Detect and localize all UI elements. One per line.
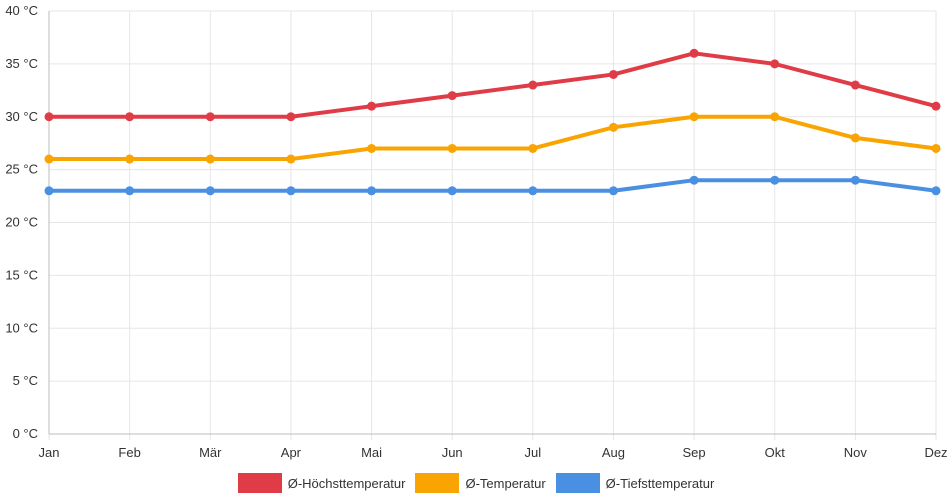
y-tick-label: 0 °C bbox=[13, 426, 38, 441]
data-point bbox=[528, 143, 538, 153]
x-tick-label: Apr bbox=[281, 445, 302, 460]
data-point bbox=[367, 101, 377, 111]
data-point bbox=[608, 186, 618, 196]
x-tick-label: Feb bbox=[118, 445, 140, 460]
legend-label-max-temp: Ø-Höchsttemperatur bbox=[287, 475, 406, 491]
legend-item-min-temp[interactable]: Ø-Tiefsttemperatur bbox=[555, 473, 715, 493]
data-point bbox=[447, 186, 457, 196]
data-point bbox=[850, 80, 860, 90]
y-tick-label: 30 °C bbox=[5, 109, 38, 124]
legend: Ø-Höchsttemperatur Ø-Temperatur Ø-Tiefst… bbox=[0, 472, 952, 494]
series-layer bbox=[44, 48, 941, 196]
x-tick-label: Mär bbox=[199, 445, 222, 460]
data-point bbox=[367, 143, 377, 153]
legend-item-avg-temp[interactable]: Ø-Temperatur bbox=[415, 473, 546, 493]
series-line bbox=[47, 178, 938, 193]
data-point bbox=[447, 91, 457, 101]
legend-swatch-min-temp bbox=[555, 473, 600, 493]
y-tick-label: 10 °C bbox=[5, 320, 38, 335]
x-tick-label: Jun bbox=[442, 445, 463, 460]
grid bbox=[48, 10, 937, 440]
axes: 0 °C 5 °C 10 °C 15 °C 20 °C 25 °C 30 °C 35 °C 40… bbox=[5, 3, 947, 460]
data-point bbox=[367, 186, 377, 196]
data-point bbox=[125, 154, 135, 164]
y-tick-label: 20 °C bbox=[5, 215, 38, 230]
data-point bbox=[447, 143, 457, 153]
data-point bbox=[850, 133, 860, 143]
data-point bbox=[931, 143, 941, 153]
legend-label-avg-temp: Ø-Temperatur bbox=[465, 475, 546, 491]
data-point bbox=[286, 186, 296, 196]
legend-swatch-max-temp bbox=[237, 473, 282, 493]
data-point bbox=[205, 112, 215, 122]
y-tick-label: 40 °C bbox=[5, 3, 38, 18]
data-point bbox=[286, 154, 296, 164]
data-point bbox=[770, 175, 780, 185]
y-tick-label: 25 °C bbox=[5, 162, 38, 177]
data-point bbox=[205, 186, 215, 196]
data-point bbox=[608, 122, 618, 132]
data-point bbox=[689, 48, 699, 58]
data-point bbox=[689, 112, 699, 122]
legend-label-min-temp: Ø-Tiefsttemperatur bbox=[605, 475, 715, 491]
series-line bbox=[47, 51, 938, 119]
data-point bbox=[850, 175, 860, 185]
data-point bbox=[44, 112, 54, 122]
x-tick-label: Dez bbox=[924, 445, 947, 460]
legend-swatch-avg-temp bbox=[415, 473, 460, 493]
data-point bbox=[528, 186, 538, 196]
y-tick-label: 15 °C bbox=[5, 267, 38, 282]
data-point bbox=[44, 186, 54, 196]
x-tick-label: Mai bbox=[361, 445, 382, 460]
data-point bbox=[44, 154, 54, 164]
x-tick-label: Jan bbox=[39, 445, 60, 460]
data-point bbox=[931, 101, 941, 111]
data-point bbox=[286, 112, 296, 122]
data-point bbox=[770, 59, 780, 69]
data-point bbox=[770, 112, 780, 122]
x-tick-label: Sep bbox=[683, 445, 706, 460]
x-tick-label: Nov bbox=[844, 445, 868, 460]
x-tick-label: Aug bbox=[602, 445, 625, 460]
y-tick-label: 35 °C bbox=[5, 56, 38, 71]
data-point bbox=[689, 175, 699, 185]
x-tick-label: Jul bbox=[525, 445, 542, 460]
data-point bbox=[125, 112, 135, 122]
data-point bbox=[931, 186, 941, 196]
series-line bbox=[47, 114, 938, 162]
legend-item-max-temp[interactable]: Ø-Höchsttemperatur bbox=[237, 473, 406, 493]
data-point bbox=[528, 80, 538, 90]
x-tick-label: Okt bbox=[765, 445, 786, 460]
data-point bbox=[608, 69, 618, 79]
data-point bbox=[125, 186, 135, 196]
data-point bbox=[205, 154, 215, 164]
y-tick-label: 5 °C bbox=[13, 373, 38, 388]
line-chart: 0 °C 5 °C 10 °C 15 °C 20 °C 25 °C 30 °C 35 °C 40… bbox=[5, 3, 947, 460]
